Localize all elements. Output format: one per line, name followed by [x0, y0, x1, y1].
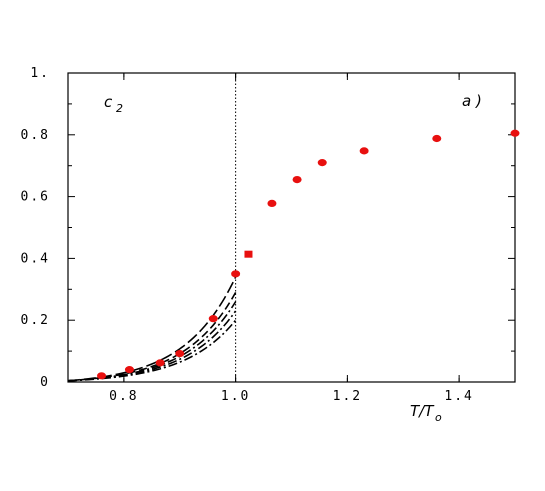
x-tick-label: 1.0 [221, 389, 250, 404]
data-point [317, 159, 327, 167]
data-point [231, 270, 241, 278]
data-point [97, 372, 107, 380]
y-tick-label: 0.8 [21, 128, 50, 143]
y-axis-label: c [104, 93, 113, 111]
y-tick-label: 0.2 [21, 313, 50, 328]
data-point [292, 176, 302, 184]
data-point [124, 366, 134, 374]
y-tick-label: 0.6 [21, 190, 50, 205]
y-tick-label: 0 [40, 375, 50, 390]
fit-curve [67, 291, 237, 382]
data-point [267, 199, 277, 207]
x-axis-label: T/T [410, 402, 435, 420]
x-tick-label: 1.2 [333, 389, 362, 404]
y-tick-label: 1. [30, 66, 50, 81]
data-point [510, 129, 520, 137]
x-axis-label-sub: o [435, 411, 442, 424]
data-point [359, 147, 369, 155]
plot-frame [67, 72, 516, 383]
x-tick-label: 0.8 [109, 389, 138, 404]
fit-curve [67, 276, 237, 382]
panel-label: a ) [462, 92, 482, 110]
y-tick-label: 0.4 [21, 251, 50, 266]
fit-curve [67, 319, 237, 382]
data-point [208, 315, 218, 323]
data-point [175, 349, 185, 358]
y-axis-label-sub: 2 [116, 102, 123, 115]
x-tick-label: 1.4 [444, 389, 473, 404]
data-point-square [244, 250, 253, 258]
data-point [155, 359, 165, 367]
fit-curve [67, 301, 237, 382]
data-point [432, 134, 442, 143]
